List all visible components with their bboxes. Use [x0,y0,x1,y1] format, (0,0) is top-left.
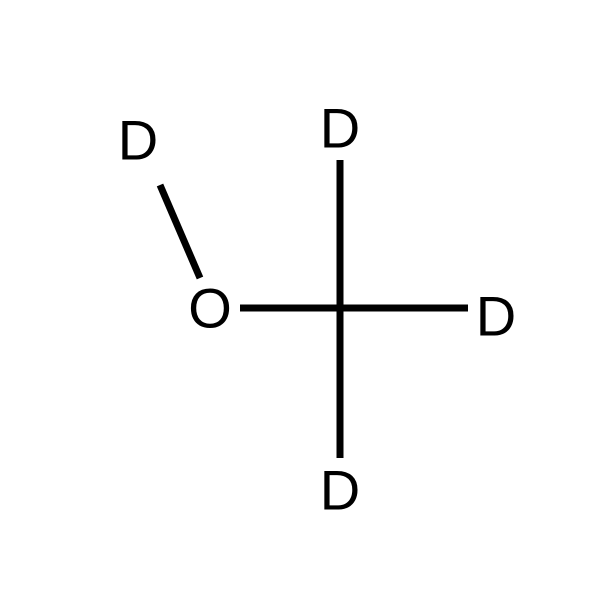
atom-label-D2: D [320,97,360,160]
atom-label-D3: D [476,285,516,348]
atom-label-D1: D [118,109,158,172]
bond [160,185,200,278]
chemical-structure-diagram: O D D D D [0,0,600,600]
atom-label-D4: D [320,459,360,522]
atom-label-O: O [188,277,232,340]
